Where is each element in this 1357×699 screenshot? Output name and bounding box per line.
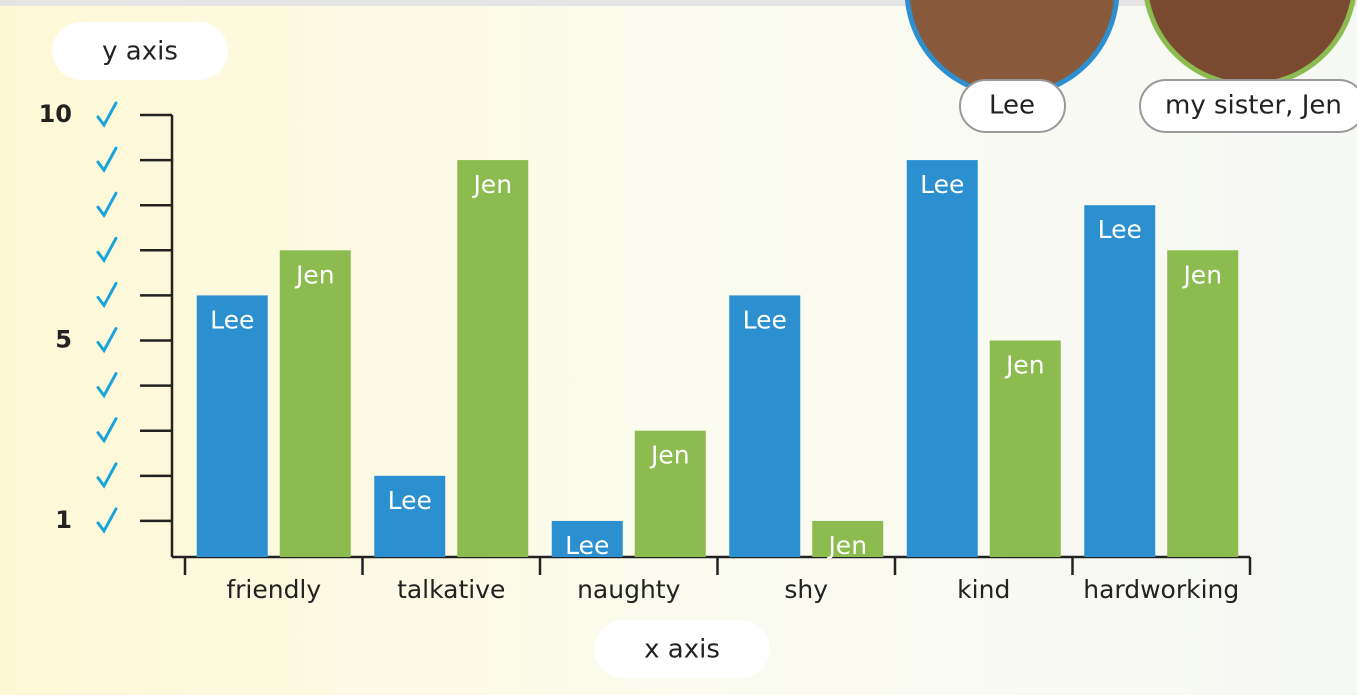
y-tick-label: 5 bbox=[55, 326, 72, 354]
photo-label: my sister, Jen bbox=[1165, 91, 1342, 121]
x-tick-label: kind bbox=[957, 575, 1010, 604]
bar bbox=[907, 160, 978, 557]
bar-label: Lee bbox=[388, 486, 432, 515]
bar bbox=[729, 295, 800, 557]
y-axis-label: y axis bbox=[102, 37, 178, 67]
bar-label: Lee bbox=[920, 170, 964, 199]
bar bbox=[1167, 250, 1238, 557]
bar-label: Lee bbox=[743, 305, 787, 334]
bar-label: Jen bbox=[294, 260, 335, 289]
chart: Lee my sister, Jen y axis x axis 1 5 10 fri… bbox=[0, 0, 1357, 695]
bar bbox=[280, 250, 351, 557]
x-tick-label: naughty bbox=[577, 575, 681, 604]
bar-label: Jen bbox=[1181, 260, 1222, 289]
bar bbox=[1084, 205, 1155, 557]
bar bbox=[197, 295, 268, 557]
bar-label: Lee bbox=[565, 531, 609, 560]
bar-label: Lee bbox=[1098, 215, 1142, 244]
x-tick-label: friendly bbox=[226, 575, 321, 604]
x-tick-label: hardworking bbox=[1083, 575, 1239, 604]
y-tick-label: 1 bbox=[55, 506, 72, 534]
bar-label: Jen bbox=[1004, 351, 1045, 380]
y-tick-label: 10 bbox=[39, 100, 72, 128]
x-axis-label: x axis bbox=[644, 635, 720, 665]
photo-label: Lee bbox=[989, 91, 1035, 121]
x-tick-label: shy bbox=[784, 575, 828, 604]
bar-label: Jen bbox=[649, 441, 690, 470]
page: Lee my sister, Jen y axis x axis 1 5 10 fri… bbox=[0, 0, 1357, 699]
bar-label: Lee bbox=[210, 305, 254, 334]
bar bbox=[457, 160, 528, 557]
x-tick-label: talkative bbox=[397, 575, 505, 604]
bar-label: Jen bbox=[826, 531, 867, 560]
bar-label: Jen bbox=[471, 170, 512, 199]
